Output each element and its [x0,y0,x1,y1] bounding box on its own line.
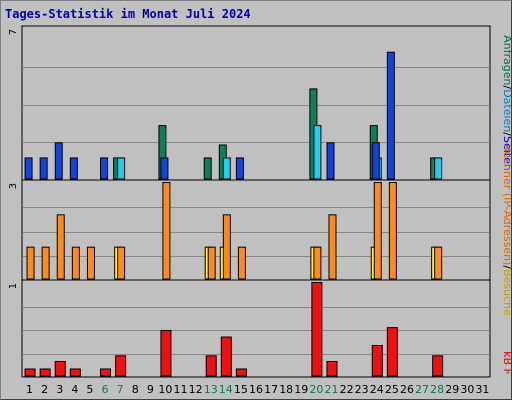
legend-files: Dateien [501,89,511,132]
bar-sites [313,246,322,280]
x-tick-label: 31 [475,383,489,396]
bar-sites [222,214,231,280]
bar-kbytes [235,368,247,377]
y-max-label-bottom: 1 [8,283,19,289]
x-tick-label: 24 [370,383,384,396]
x-tick-label: 4 [71,383,78,396]
bar-sites [434,246,443,280]
x-tick-label: 12 [189,383,203,396]
bar-sites [162,182,171,280]
bar-kbytes [432,355,444,377]
bar-kbytes [220,336,232,377]
bar-sites [207,246,216,280]
bar-sites [237,246,246,280]
x-tick-label: 6 [102,383,109,396]
bar-kbytes [371,344,383,377]
x-tick-label: 28 [430,383,444,396]
legend-visits: Besuche [501,269,511,316]
x-tick-label: 20 [309,383,323,396]
x-tick-label: 27 [415,383,429,396]
y-max-label-middle: 3 [8,183,19,189]
x-tick-label: 25 [385,383,399,396]
bar-pages [386,51,395,180]
bar-pages [160,157,169,180]
x-tick-label: 7 [117,383,124,396]
x-tick-label: 15 [234,383,248,396]
bar-sites [328,214,337,280]
x-tick-label: 8 [132,383,139,396]
bar-kbytes [311,282,323,377]
bar-hits [203,157,212,180]
legend-hits: Anfragen [501,35,511,85]
bar-sites [388,182,397,280]
bar-kbytes [100,368,112,377]
chart-title: Tages-Statistik im Monat Juli 2024 [5,7,251,21]
bar-pages [100,157,109,180]
bar-pages [39,157,48,180]
legend-separator: / [501,265,511,269]
bar-kbytes [24,368,36,377]
bar-pages [326,142,335,180]
bar-kbytes [326,360,338,377]
bar-kbytes [115,355,127,377]
x-tick-label: 9 [147,383,154,396]
panel-top [21,25,491,181]
bar-files [222,157,231,180]
bar-pages [69,157,78,180]
x-tick-label: 23 [355,383,369,396]
bar-files [117,157,126,180]
x-tick-label: 26 [400,383,414,396]
legend-middle: Rechner (IP-Adressen)/Besuche [501,144,511,316]
x-tick-label: 19 [294,383,308,396]
x-tick-label: 29 [445,383,459,396]
panel-middle [21,179,491,281]
bar-sites [41,246,50,280]
bar-files [434,157,443,180]
x-tick-label: 3 [56,383,63,396]
bar-kbytes [160,329,172,377]
bar-sites [56,214,65,280]
bar-kbytes [205,355,217,377]
x-tick-label: 5 [86,383,93,396]
x-tick-label: 30 [460,383,474,396]
x-tick-label: 18 [279,383,293,396]
x-tick-label: 22 [340,383,354,396]
bar-pages [371,142,380,180]
panel-bottom [21,279,491,378]
x-tick-label: 10 [158,383,172,396]
bar-kbytes [39,368,51,377]
legend-top: Anfragen/Dateien/Seiten [501,35,511,171]
bar-pages [24,157,33,180]
x-tick-label: 17 [264,383,278,396]
legend-separator: / [501,85,511,89]
x-tick-label: 2 [41,383,48,396]
x-tick-label: 11 [174,383,188,396]
bar-kbytes [54,360,66,377]
legend-bottom: kB F [501,351,511,375]
bar-sites [373,182,382,280]
bar-pages [235,157,244,180]
x-tick-label: 21 [324,383,338,396]
bar-sites [117,246,126,280]
bar-kbytes [386,327,398,377]
bar-sites [26,246,35,280]
x-tick-label: 1 [26,383,33,396]
legend-separator: / [501,132,511,136]
x-tick-label: 13 [204,383,218,396]
bar-sites [71,246,80,280]
bar-files [313,125,322,180]
bar-kbytes [69,368,81,377]
x-tick-label: 16 [249,383,263,396]
legend-kbytes: kB F [501,351,511,375]
bar-pages [54,142,63,180]
legend-sites: Rechner (IP-Adressen) [501,144,511,265]
legend-pages: Seiten [501,136,511,171]
x-tick-label: 14 [219,383,233,396]
bar-sites [86,246,95,280]
y-max-label-top: 7 [8,29,19,35]
